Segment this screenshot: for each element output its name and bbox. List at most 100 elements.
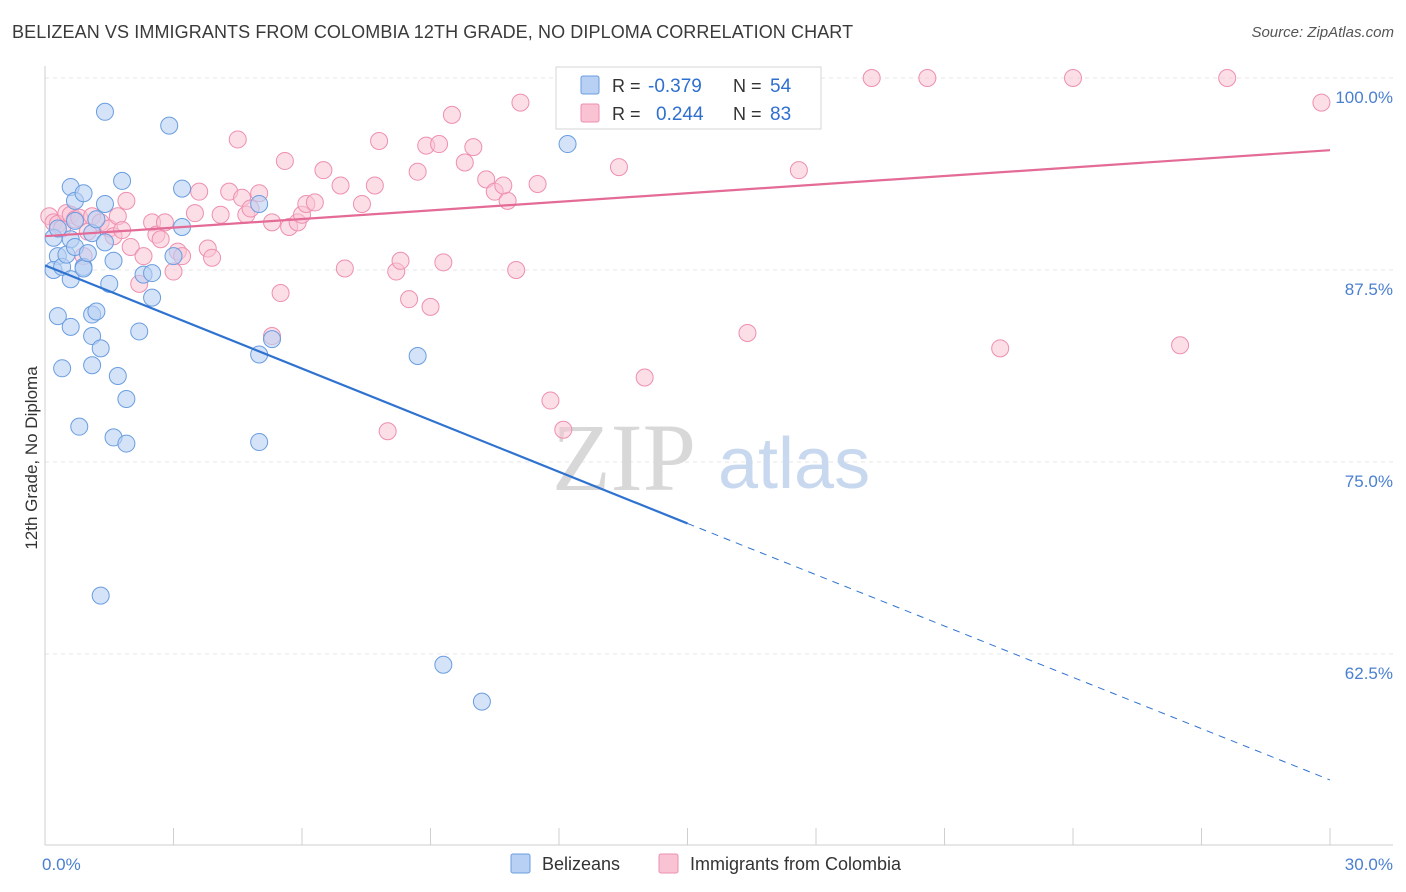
colombia-point-56: [408, 162, 427, 181]
colombia-point-52: [370, 131, 389, 150]
colombia-point-83: [1218, 69, 1237, 87]
belizeans-point-33: [117, 390, 136, 409]
legend-swatch-belizeans: [580, 75, 600, 95]
colombia-point-76: [738, 323, 757, 342]
y-tick-label-2: 87.5%: [1345, 280, 1393, 299]
colombia-point-33: [228, 130, 247, 149]
bottom-legend-belizeans: Belizeans: [542, 854, 620, 874]
belizeans-point-30: [104, 251, 123, 270]
colombia-point-70: [541, 391, 560, 410]
belizeans-point-47: [434, 655, 453, 674]
colombia-point-55: [400, 290, 419, 309]
colombia-point-60: [434, 253, 453, 272]
belizeans-point-38: [160, 116, 179, 135]
series-legend: Belizeans Immigrants from Colombia: [510, 853, 902, 874]
y-tick-label-0: 62.5%: [1345, 664, 1393, 683]
colombia-point-71: [554, 420, 573, 439]
correlation-legend: R = -0.379 N = 54 R = 0.244 N = 83: [555, 66, 822, 130]
legend-r-value-1: -0.379: [648, 76, 702, 97]
colombia-point-64: [477, 170, 496, 189]
legend-r-label-1: R =: [612, 76, 641, 96]
belizeans-point-18: [78, 244, 97, 263]
x-tick-label-0: 0.0%: [42, 855, 81, 874]
belizeans-point-40: [173, 179, 192, 198]
colombia-point-28: [190, 182, 209, 201]
belizeans-trend-extension: [687, 522, 1331, 781]
colombia-point-46: [305, 193, 324, 212]
belizeans-point-25: [87, 210, 106, 229]
colombia-point-19: [134, 247, 153, 266]
belizeans-point-36: [143, 288, 162, 307]
series-belizeans-points: [44, 102, 577, 711]
colombia-point-62: [455, 153, 474, 172]
chart-title: BELIZEAN VS IMMIGRANTS FROM COLOMBIA 12T…: [12, 22, 854, 42]
colombia-point-17: [121, 237, 140, 256]
y-tick-label-1: 75.0%: [1345, 472, 1393, 491]
colombia-point-50: [352, 194, 371, 213]
belizeans-point-52: [117, 434, 136, 453]
colombia-point-22: [151, 230, 170, 249]
belizeans-point-45: [263, 330, 282, 349]
colombia-point-23: [155, 213, 174, 232]
belizeans-point-27: [95, 233, 114, 252]
legend-box: [555, 66, 822, 130]
belizeans-point-16: [74, 259, 93, 278]
legend-n-value-1: 54: [770, 76, 792, 97]
watermark-zip: ZIP: [552, 404, 696, 511]
colombia-point-67: [507, 261, 526, 279]
y-axis-label: 12th Grade, No Diploma: [22, 366, 41, 550]
belizeans-point-28: [95, 102, 114, 121]
bottom-legend-colombia: Immigrants from Colombia: [690, 854, 902, 874]
belizeans-point-10: [61, 317, 80, 336]
gridlines: [45, 77, 1393, 655]
belizeans-point-32: [113, 171, 132, 190]
colombia-point-31: [211, 205, 230, 224]
colombia-point-61: [442, 105, 461, 124]
colombia-trend-line: [44, 149, 1331, 238]
belizeans-point-14: [65, 211, 84, 230]
colombia-point-85: [494, 176, 513, 195]
belizeans-point-44: [250, 194, 269, 213]
colombia-point-75: [635, 368, 654, 387]
y-tick-labels: 62.5% 75.0% 87.5% 100.0%: [1335, 88, 1393, 683]
colombia-point-40: [271, 284, 290, 303]
legend-swatch-colombia: [580, 103, 600, 123]
colombia-point-81: [1064, 69, 1082, 87]
belizeans-point-24: [91, 339, 110, 358]
axes: [44, 66, 1393, 846]
belizeans-point-17: [74, 184, 93, 203]
belizeans-point-26: [95, 194, 114, 213]
belizeans-point-9: [53, 359, 72, 378]
colombia-point-66: [498, 191, 517, 210]
belizeans-point-31: [108, 366, 127, 385]
y-tick-label-3: 100.0%: [1335, 88, 1393, 107]
colombia-point-78: [862, 69, 881, 87]
belizeans-trend-line: [44, 264, 688, 525]
belizeans-point-48: [472, 692, 491, 711]
belizeans-point-53: [91, 586, 110, 605]
belizeans-point-34: [130, 322, 149, 341]
colombia-point-79: [918, 69, 937, 87]
colombia-point-30: [203, 248, 222, 267]
belizeans-point-46: [408, 347, 427, 366]
colombia-point-58: [421, 297, 440, 316]
colombia-point-77: [789, 161, 808, 180]
x-tick-labels: 0.0% 30.0%: [42, 855, 1393, 874]
legend-r-value-2: 0.244: [656, 104, 704, 125]
colombia-point-47: [314, 161, 333, 180]
colombia-point-27: [185, 204, 204, 223]
colombia-point-84: [1312, 93, 1331, 112]
belizeans-point-1: [48, 219, 67, 238]
colombia-point-24: [164, 262, 183, 281]
colombia-point-82: [1171, 336, 1190, 355]
colombia-point-63: [464, 138, 483, 157]
belizeans-point-50: [70, 417, 89, 436]
colombia-point-86: [378, 422, 397, 441]
belizeans-point-21: [83, 356, 102, 375]
colombia-point-80: [991, 339, 1010, 358]
colombia-point-54: [391, 251, 410, 270]
colombia-point-73: [609, 158, 628, 177]
colombia-point-49: [335, 259, 354, 278]
legend-r-label-2: R =: [612, 104, 641, 124]
